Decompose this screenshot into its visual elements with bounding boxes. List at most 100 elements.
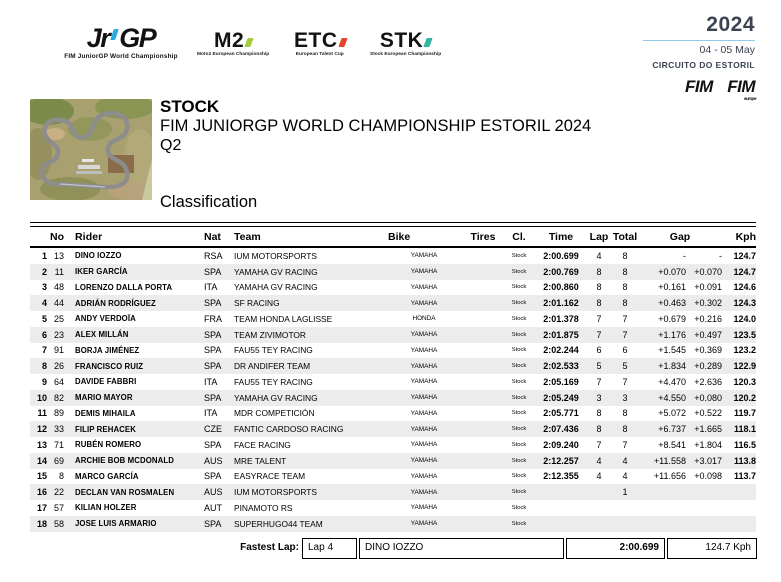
fim-icon: FIM bbox=[684, 77, 713, 96]
cell-cl: Stock bbox=[511, 410, 527, 417]
cell-gap1: +6.737 bbox=[658, 424, 686, 435]
cell-bike: YAMAHA bbox=[410, 362, 438, 370]
cell-gap1: +0.463 bbox=[658, 298, 686, 309]
cell-team: SUPERHUGO44 TEAM bbox=[234, 518, 323, 529]
cell-nat: ITA bbox=[204, 376, 218, 387]
cell-nat: SPA bbox=[204, 361, 222, 372]
cell-kph: 123.2 bbox=[733, 345, 756, 356]
fastest-lap-label: Fastest Lap: bbox=[240, 542, 299, 553]
jrgp-wordmark: Jr GP bbox=[86, 23, 157, 53]
stk-logo: STK Stock European Championship bbox=[370, 30, 441, 57]
cell-time: 2:12.257 bbox=[543, 455, 579, 466]
cell-nat: SPA bbox=[204, 298, 222, 309]
cell-cl: Stock bbox=[511, 300, 527, 307]
cell-cl: Stock bbox=[511, 252, 527, 259]
event-info: 2024 04 - 05 May CIRCUITO DO ESTORIL FIM… bbox=[643, 13, 757, 101]
cell-total: 8 bbox=[622, 266, 628, 277]
cell-time: 2:02.244 bbox=[543, 345, 579, 356]
cell-pos: 18 bbox=[36, 518, 47, 529]
table-row: 2 11 IKER GARCÍA SPA YAMAHA GV RACING YAMAHA S… bbox=[30, 263, 756, 280]
cell-team: IUM MOTORSPORTS bbox=[234, 250, 317, 261]
cell-kph: 124.3 bbox=[733, 298, 756, 309]
cell-pos: 7 bbox=[41, 345, 47, 356]
title-block: STOCK FIM JUNIORGP WORLD CHAMPIONSHIP ES… bbox=[160, 97, 591, 156]
cell-lap: 7 bbox=[596, 439, 602, 450]
cell-total: 8 bbox=[622, 250, 628, 261]
cell-gap1: +1.545 bbox=[658, 345, 686, 356]
cell-cl: Stock bbox=[511, 331, 527, 338]
cell-time: 2:07.436 bbox=[543, 424, 579, 435]
cell-no: 58 bbox=[53, 518, 64, 529]
cell-time: 2:05.771 bbox=[543, 408, 579, 419]
cell-gap1: +8.541 bbox=[658, 439, 686, 450]
results-table: No Rider Nat Team Bike Tires Cl. Time La… bbox=[30, 222, 756, 532]
cell-no: 71 bbox=[53, 439, 64, 450]
cell-gap2: +0.091 bbox=[694, 282, 722, 293]
cell-pos: 6 bbox=[41, 329, 47, 340]
table-row: 1 13 DINO IOZZO RSA IUM MOTORSPORTS YAMAHA Sto… bbox=[30, 248, 756, 264]
cell-bike: YAMAHA bbox=[410, 346, 438, 354]
cell-cl: Stock bbox=[511, 473, 527, 480]
cell-cl: Stock bbox=[511, 394, 527, 401]
table-row: 5 25 ANDY VERDOÏA FRA TEAM HONDA LAGLISSE HON… bbox=[30, 311, 756, 327]
cell-gap2: +3.017 bbox=[694, 455, 722, 466]
cell-nat: AUS bbox=[204, 487, 223, 498]
cell-total: 7 bbox=[622, 313, 628, 324]
cell-rider: MARCO GARCÍA bbox=[75, 471, 139, 481]
table-row: 9 64 DAVIDE FABBRI ITA FAU55 TEY RACING YAMAH… bbox=[30, 374, 756, 390]
cell-gap1: - bbox=[683, 250, 686, 261]
table-row: 16 22 DECLAN VAN ROSMALEN AUS IUM MOTORSPORT… bbox=[30, 484, 756, 500]
cell-lap: 6 bbox=[596, 345, 602, 356]
cell-team: FANTIC CARDOSO RACING bbox=[234, 424, 344, 435]
cell-cl: Stock bbox=[511, 315, 527, 322]
cell-gap2: +1.804 bbox=[694, 439, 722, 450]
cell-cl: Stock bbox=[511, 520, 527, 527]
cell-gap2: +0.369 bbox=[694, 345, 722, 356]
event-year: 2024 bbox=[706, 13, 755, 36]
cell-time: 2:01.162 bbox=[543, 298, 579, 309]
cell-gap2: +0.302 bbox=[694, 298, 722, 309]
cell-gap2: +0.522 bbox=[694, 408, 722, 419]
cell-gap1: +4.470 bbox=[658, 376, 686, 387]
cell-rider: MARIO MAYOR bbox=[75, 393, 133, 403]
fastest-lap-speed: 124.7 Kph bbox=[667, 538, 757, 559]
cell-bike: YAMAHA bbox=[410, 252, 438, 260]
cell-total: 6 bbox=[622, 345, 628, 356]
cell-gap2: +0.497 bbox=[694, 329, 722, 340]
cell-pos: 8 bbox=[41, 361, 47, 372]
cell-team: EASYRACE TEAM bbox=[234, 471, 306, 482]
cell-nat: CZE bbox=[204, 424, 222, 435]
cell-nat: ITA bbox=[204, 282, 218, 293]
cell-nat: ITA bbox=[204, 408, 218, 419]
cell-gap2: +0.289 bbox=[694, 361, 722, 372]
header-kph: Kph bbox=[735, 230, 756, 243]
stk-wordmark: STK bbox=[370, 30, 441, 51]
table-row: 15 8 MARCO GARCÍA SPA EASYRACE TEAM YAMAHA Sto… bbox=[30, 469, 756, 485]
cell-time: 2:01.875 bbox=[543, 329, 579, 340]
cell-team: PINAMOTO RS bbox=[234, 502, 293, 513]
session-label: Q2 bbox=[160, 137, 182, 154]
cell-rider: ARCHIE BOB MCDONALD bbox=[75, 456, 174, 466]
cell-kph: 124.0 bbox=[733, 313, 756, 324]
table-row: 12 33 FILIP REHACEK CZE FANTIC CARDOSO RACIN… bbox=[30, 421, 756, 437]
header-lap: Lap bbox=[589, 230, 609, 243]
cell-total: 8 bbox=[622, 424, 628, 435]
cell-kph: 120.2 bbox=[733, 392, 756, 403]
cell-nat: RSA bbox=[204, 250, 223, 261]
cell-time: 2:00.699 bbox=[543, 250, 579, 261]
cell-no: 8 bbox=[58, 471, 64, 482]
cell-total: 4 bbox=[622, 471, 628, 482]
classification-heading: Classification bbox=[160, 193, 258, 211]
header-team: Team bbox=[234, 230, 261, 243]
cell-bike: YAMAHA bbox=[410, 409, 438, 417]
cell-pos: 13 bbox=[36, 439, 47, 450]
event-title: FIM JUNIORGP WORLD CHAMPIONSHIP ESTORIL … bbox=[160, 116, 592, 135]
cell-cl: Stock bbox=[511, 347, 527, 354]
cell-pos: 16 bbox=[36, 487, 47, 498]
etc-accent-mark bbox=[337, 38, 348, 47]
cell-lap: 7 bbox=[596, 313, 602, 324]
cell-team: FAU55 TEY RACING bbox=[234, 345, 313, 356]
cell-gap2: +0.080 bbox=[694, 392, 722, 403]
cell-team: DR ANDIFER TEAM bbox=[234, 361, 311, 372]
cell-nat: SPA bbox=[204, 439, 222, 450]
